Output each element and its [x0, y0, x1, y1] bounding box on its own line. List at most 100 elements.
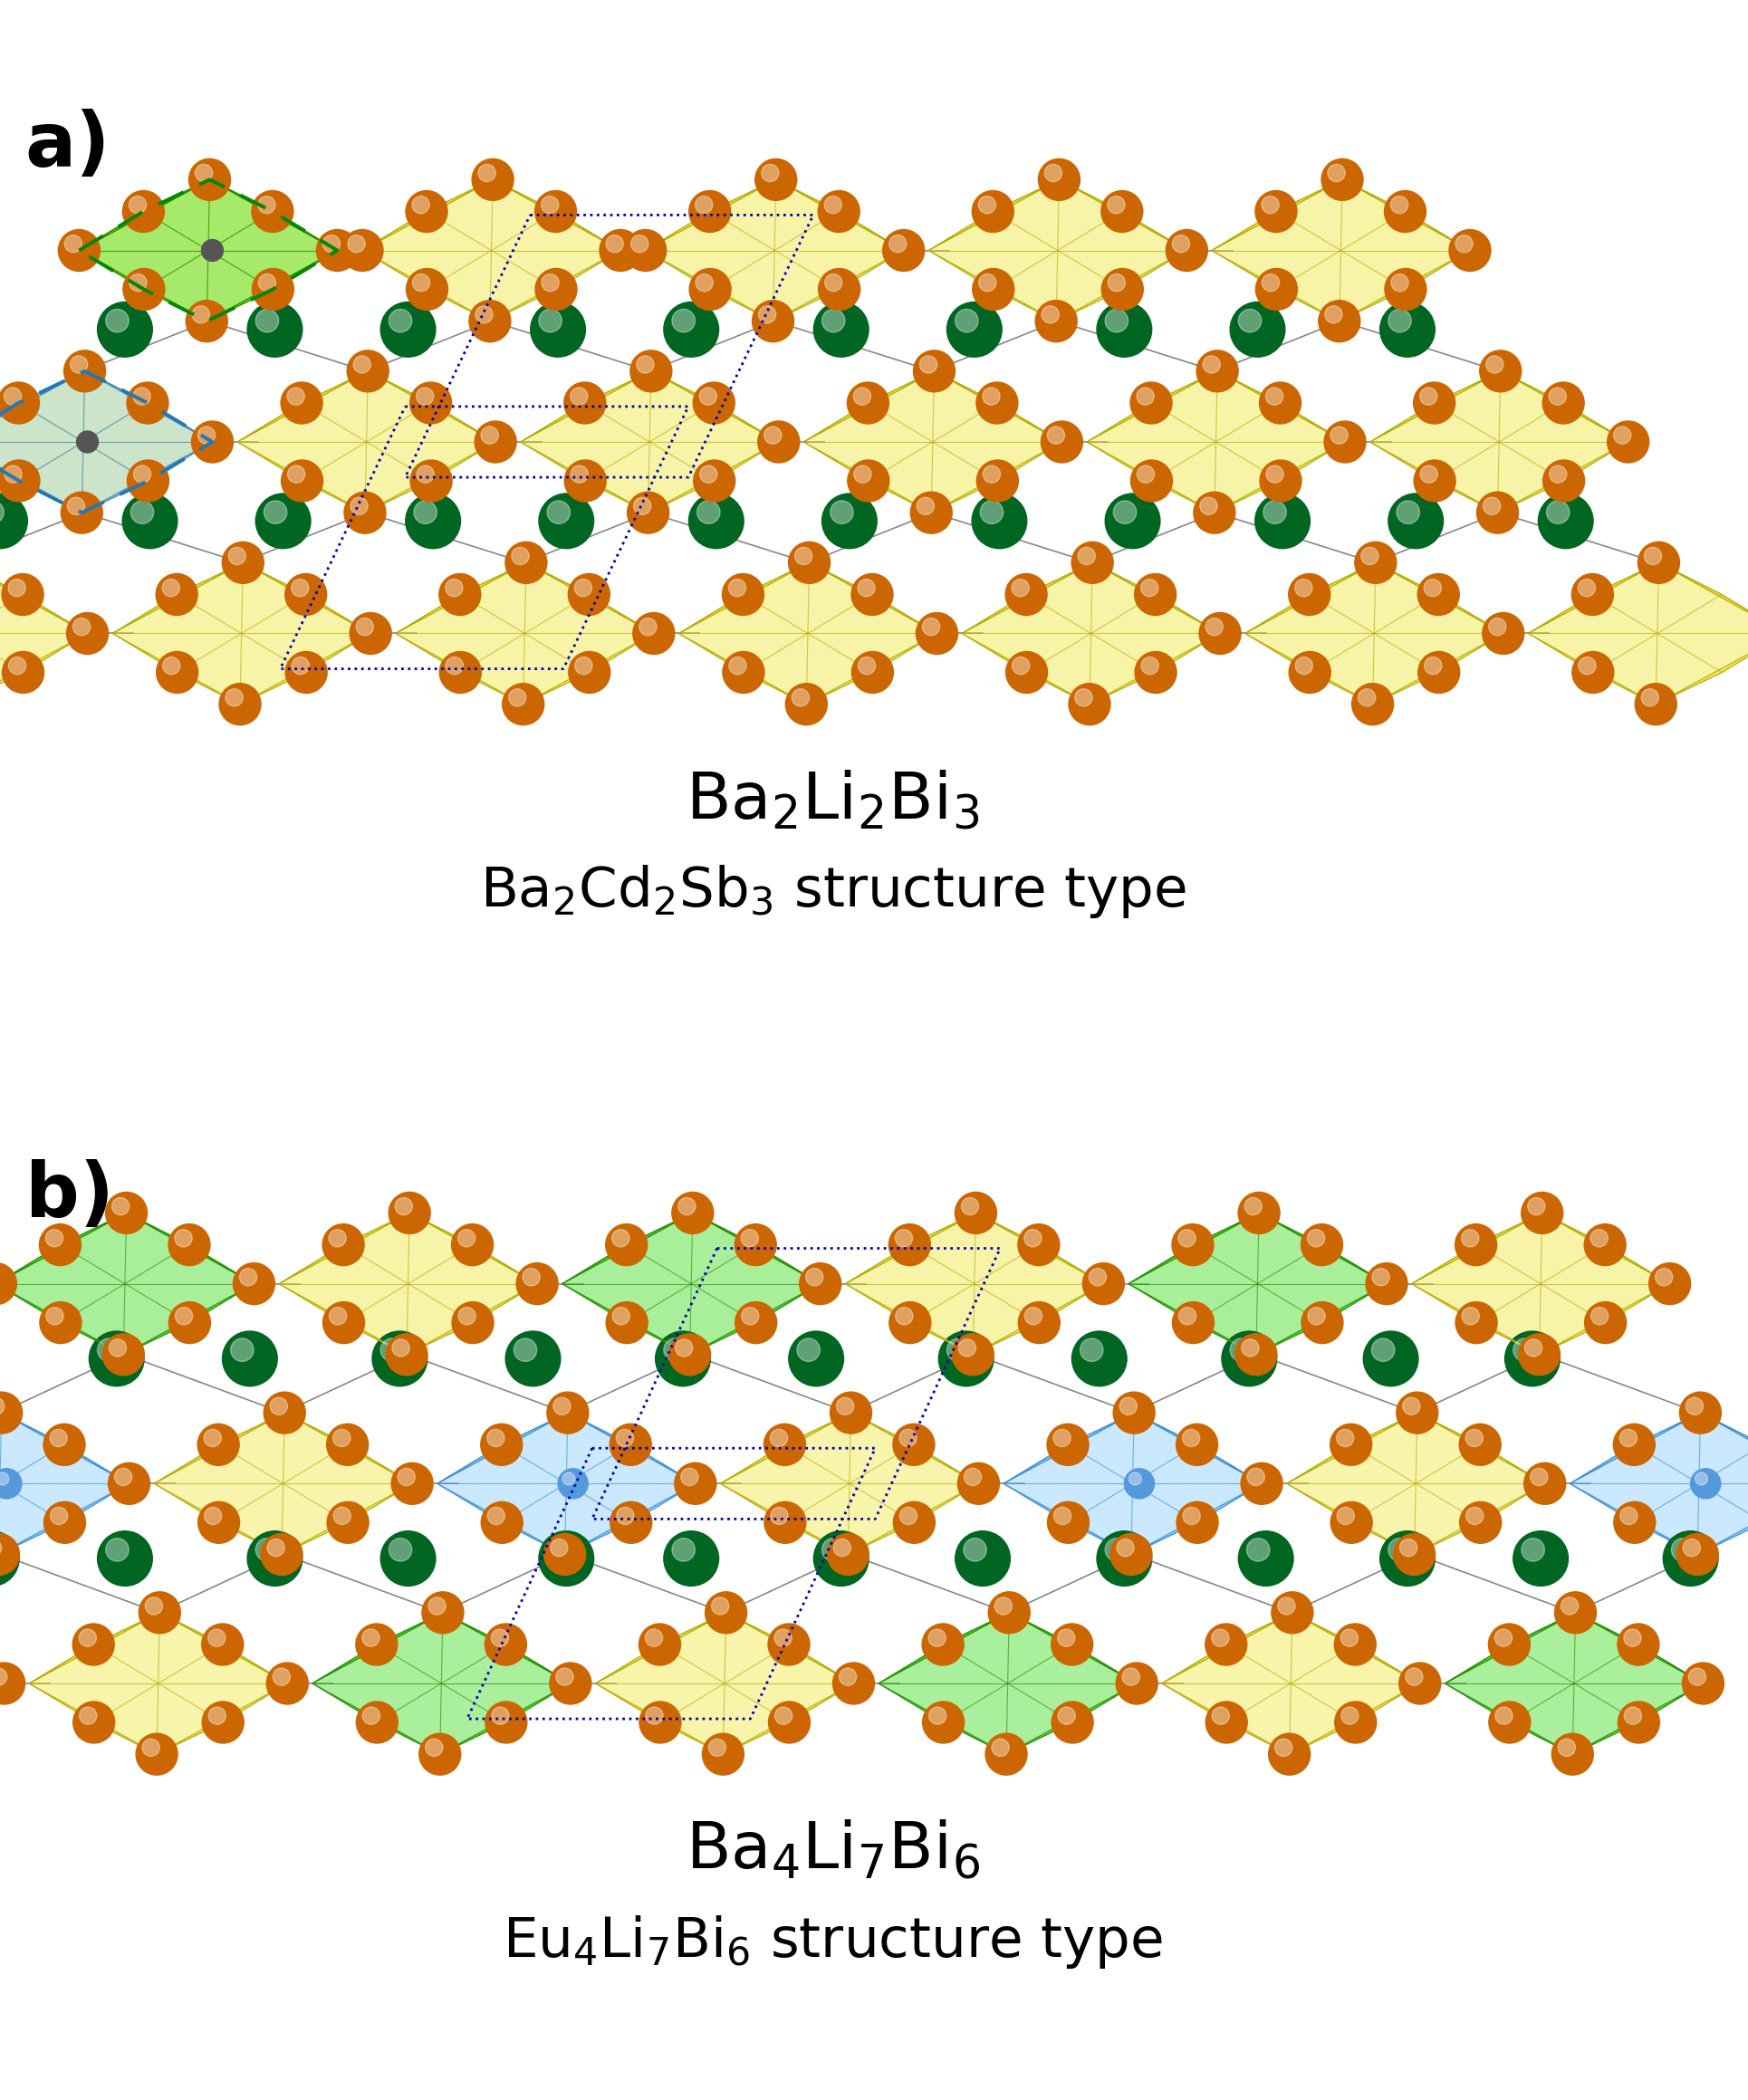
Circle shape [292, 657, 309, 674]
Circle shape [563, 1472, 575, 1485]
Polygon shape [1411, 1214, 1542, 1283]
Circle shape [664, 1531, 718, 1586]
Circle shape [397, 1468, 414, 1485]
Circle shape [818, 269, 860, 311]
Circle shape [259, 195, 274, 214]
Circle shape [126, 382, 168, 424]
Polygon shape [1287, 1483, 1414, 1554]
Polygon shape [157, 1684, 287, 1754]
Circle shape [538, 1531, 594, 1586]
Circle shape [1238, 309, 1260, 332]
Circle shape [411, 460, 451, 502]
Circle shape [1229, 302, 1285, 357]
Polygon shape [1003, 1483, 1131, 1554]
Circle shape [1512, 1338, 1535, 1361]
Circle shape [105, 1193, 147, 1235]
Polygon shape [0, 563, 87, 634]
Circle shape [1589, 1228, 1606, 1247]
Polygon shape [281, 1483, 413, 1554]
Polygon shape [804, 372, 1061, 512]
Polygon shape [1255, 1283, 1386, 1354]
Polygon shape [1414, 1483, 1543, 1554]
Polygon shape [1133, 1413, 1260, 1483]
Circle shape [1682, 1663, 1724, 1705]
Circle shape [323, 235, 341, 252]
Circle shape [928, 1707, 946, 1724]
Circle shape [1412, 460, 1454, 502]
Circle shape [1638, 542, 1678, 584]
Circle shape [1495, 1630, 1512, 1646]
Circle shape [1418, 651, 1460, 693]
Circle shape [1017, 1302, 1059, 1344]
Circle shape [105, 1537, 129, 1560]
Circle shape [208, 1707, 225, 1724]
Circle shape [1334, 1623, 1376, 1665]
Circle shape [1549, 466, 1566, 483]
Polygon shape [112, 563, 243, 634]
Circle shape [645, 1707, 662, 1724]
Circle shape [1171, 1224, 1213, 1266]
Circle shape [600, 229, 642, 271]
Polygon shape [1528, 563, 1748, 704]
Circle shape [252, 269, 294, 311]
Circle shape [45, 1308, 63, 1325]
Circle shape [818, 191, 860, 233]
Circle shape [350, 613, 392, 655]
Circle shape [218, 682, 260, 724]
Circle shape [888, 235, 905, 252]
Circle shape [1260, 195, 1278, 214]
Circle shape [70, 355, 87, 374]
Circle shape [77, 430, 98, 454]
Circle shape [991, 1739, 1009, 1756]
Polygon shape [0, 441, 82, 512]
Circle shape [848, 460, 888, 502]
Circle shape [1488, 1701, 1530, 1743]
Circle shape [977, 195, 995, 214]
Circle shape [774, 1707, 792, 1724]
Circle shape [264, 1392, 306, 1434]
Circle shape [175, 1228, 192, 1247]
Circle shape [629, 351, 671, 393]
Circle shape [671, 1193, 713, 1235]
Circle shape [1584, 1224, 1626, 1266]
Circle shape [0, 382, 38, 424]
Polygon shape [1699, 1413, 1748, 1483]
Circle shape [281, 382, 322, 424]
Circle shape [1617, 1623, 1659, 1665]
Circle shape [1676, 1533, 1717, 1575]
Polygon shape [0, 1613, 3, 1753]
Circle shape [1402, 1396, 1419, 1415]
Circle shape [98, 1531, 152, 1586]
Circle shape [260, 1533, 302, 1575]
Circle shape [1012, 657, 1030, 674]
Polygon shape [1259, 1214, 1386, 1283]
Circle shape [381, 302, 435, 357]
Circle shape [44, 1502, 86, 1544]
Circle shape [1122, 1667, 1140, 1686]
Polygon shape [1003, 1413, 1260, 1554]
Circle shape [0, 493, 28, 548]
Circle shape [1246, 1537, 1269, 1560]
Polygon shape [154, 1413, 285, 1483]
Circle shape [696, 273, 713, 292]
Circle shape [474, 422, 516, 462]
Circle shape [729, 580, 746, 596]
Circle shape [1035, 300, 1077, 342]
Circle shape [273, 1667, 290, 1686]
Polygon shape [79, 250, 206, 321]
Circle shape [9, 657, 26, 674]
Circle shape [0, 1262, 17, 1304]
Circle shape [1388, 309, 1411, 332]
Polygon shape [725, 1613, 853, 1684]
Circle shape [44, 1424, 86, 1466]
Polygon shape [79, 181, 337, 321]
Polygon shape [493, 181, 621, 250]
Circle shape [558, 1468, 587, 1499]
Circle shape [1096, 1531, 1152, 1586]
Circle shape [269, 1396, 287, 1415]
Polygon shape [243, 563, 371, 634]
Circle shape [1255, 191, 1297, 233]
Circle shape [1454, 1224, 1496, 1266]
Circle shape [694, 460, 734, 502]
Circle shape [689, 493, 743, 548]
